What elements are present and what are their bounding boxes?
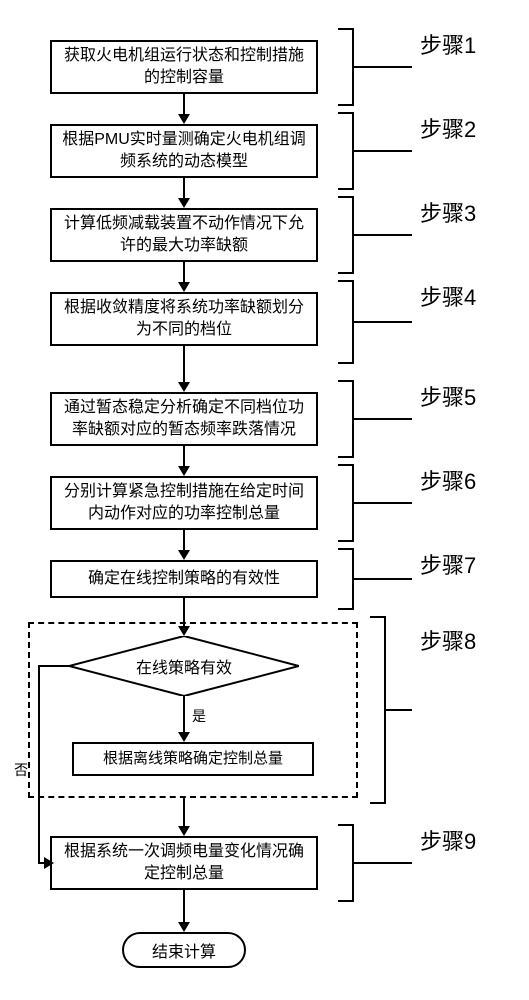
arrow-2-3-head: [178, 198, 190, 208]
label-4: 步骤4: [420, 280, 476, 312]
arrow-8-9-head: [178, 826, 190, 836]
step-1-text: 获取火电机组运行状态和控制措施的控制容量: [60, 45, 308, 88]
arrow-9-end-head: [178, 922, 190, 932]
no-v: [38, 665, 40, 862]
yes-label: 是: [192, 706, 206, 726]
step-9-text: 根据系统一次调频电量变化情况确定控制总量: [60, 841, 308, 884]
bracket-7: [338, 548, 354, 610]
arrow-6-7-head: [178, 550, 190, 560]
step-6-text: 分别计算紧急控制措施在给定时间内动作对应的功率控制总量: [60, 481, 308, 524]
bracket-9-stem: [354, 862, 412, 864]
step-3-box: 计算低频减载装置不动作情况下允许的最大功率缺额: [50, 208, 318, 262]
arrow-4-5-head: [178, 382, 190, 392]
step-6-box: 分别计算紧急控制措施在给定时间内动作对应的功率控制总量: [50, 476, 318, 530]
arrow-4-5: [183, 346, 185, 382]
label-2: 步骤2: [420, 112, 476, 144]
step-3-text: 计算低频减载装置不动作情况下允许的最大功率缺额: [60, 213, 308, 256]
step-5-text: 通过暂态稳定分析确定不同档位功率缺额对应的暂态频率跌落情况: [60, 397, 308, 440]
no-label: 否: [14, 760, 28, 780]
bracket-6: [338, 464, 354, 542]
bracket-5: [338, 380, 354, 458]
step-7-text: 确定在线控制策略的有效性: [88, 568, 280, 590]
bracket-1: [338, 28, 354, 106]
label-6: 步骤6: [420, 464, 476, 496]
step-1-box: 获取火电机组运行状态和控制措施的控制容量: [50, 40, 318, 94]
bracket-4-stem: [354, 321, 412, 323]
label-3: 步骤3: [420, 196, 476, 228]
bracket-3: [338, 196, 354, 274]
end-terminator: 结束计算: [122, 932, 246, 968]
arrow-6-7: [183, 530, 185, 550]
bracket-7-stem: [354, 578, 412, 580]
arrow-9-end: [183, 890, 185, 922]
bracket-4: [338, 280, 354, 364]
step-8-offline-box: 根据离线策略确定控制总量: [72, 742, 314, 776]
arrow-1-2: [183, 94, 185, 114]
bracket-2: [338, 112, 354, 190]
bracket-1-stem: [354, 66, 412, 68]
step-2-box: 根据PMU实时量测确定火电机组调频系统的动态模型: [50, 124, 318, 178]
step-9-box: 根据系统一次调频电量变化情况确定控制总量: [50, 836, 318, 890]
label-8: 步骤8: [420, 624, 476, 656]
arrow-yes: [183, 696, 185, 732]
arrow-2-3: [183, 178, 185, 198]
end-text: 结束计算: [152, 938, 216, 962]
bracket-9: [338, 824, 354, 902]
label-5: 步骤5: [420, 380, 476, 412]
arrow-7-8-head: [178, 626, 190, 636]
step-5-box: 通过暂态稳定分析确定不同档位功率缺额对应的暂态频率跌落情况: [50, 392, 318, 446]
bracket-3-stem: [354, 234, 412, 236]
arrow-5-6-head: [178, 466, 190, 476]
bracket-2-stem: [354, 150, 412, 152]
no-head: [44, 857, 54, 869]
arrow-3-4-head: [178, 282, 190, 292]
arrow-5-6: [183, 446, 185, 466]
arrow-3-4: [183, 262, 185, 282]
arrow-1-2-head: [178, 114, 190, 124]
step-4-box: 根据收敛精度将系统功率缺额划分为不同的档位: [50, 292, 318, 346]
no-h1: [38, 665, 71, 667]
step-8-offline-text: 根据离线策略确定控制总量: [103, 749, 283, 769]
bracket-6-stem: [354, 502, 412, 504]
bracket-8-stem: [386, 709, 412, 711]
step-2-text: 根据PMU实时量测确定火电机组调频系统的动态模型: [60, 129, 308, 172]
decision-text: 在线策略有效: [109, 654, 259, 678]
arrow-7-8: [183, 598, 185, 626]
label-1: 步骤1: [420, 28, 476, 60]
decision-diamond: 在线策略有效: [69, 636, 299, 696]
bracket-5-stem: [354, 418, 412, 420]
label-7: 步骤7: [420, 548, 476, 580]
label-9: 步骤9: [420, 824, 476, 856]
step-4-text: 根据收敛精度将系统功率缺额划分为不同的档位: [60, 297, 308, 340]
step-7-box: 确定在线控制策略的有效性: [50, 560, 318, 598]
arrow-8-9: [183, 798, 185, 826]
arrow-yes-head: [178, 732, 190, 742]
bracket-8: [370, 616, 386, 804]
